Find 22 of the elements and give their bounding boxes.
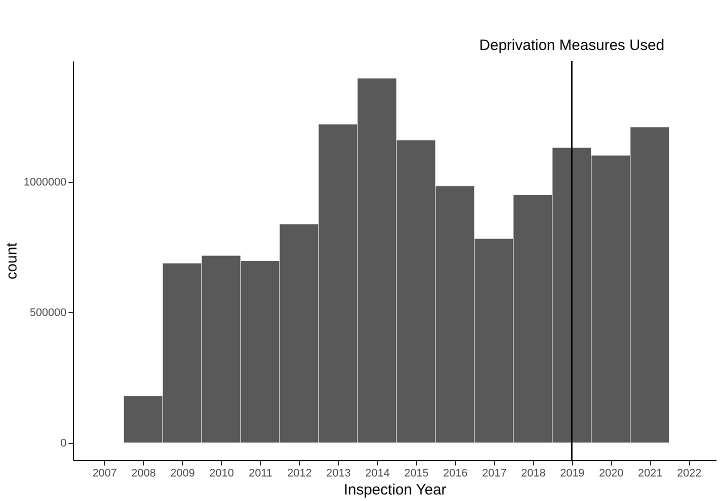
x-tick-label: 2008 xyxy=(131,468,156,480)
ref-line-label: Deprivation Measures Used xyxy=(479,37,664,54)
x-tick-label: 2014 xyxy=(365,468,390,480)
x-tick-label: 2012 xyxy=(287,468,312,480)
x-tick-label: 2017 xyxy=(482,468,507,480)
x-tick-label: 2016 xyxy=(443,468,468,480)
x-tick-label: 2010 xyxy=(209,468,234,480)
y-tick-label: 500000 xyxy=(30,306,66,319)
x-tick-label: 2021 xyxy=(638,468,662,480)
x-tick-label: 2019 xyxy=(560,468,585,480)
x-axis-title: Inspection Year xyxy=(344,482,446,498)
y-tick-label: 1000000 xyxy=(24,176,66,189)
x-tick-label: 2009 xyxy=(170,468,195,480)
x-tick-label: 2013 xyxy=(326,468,351,480)
x-tick-label: 2022 xyxy=(676,468,702,480)
x-tick-label: 2015 xyxy=(404,468,429,480)
x-tick-label: 2007 xyxy=(92,468,117,480)
x-tick-label: 2020 xyxy=(599,468,624,480)
x-tick-label: 2011 xyxy=(248,468,272,480)
y-tick-label: 0 xyxy=(60,437,66,450)
y-axis-title: count xyxy=(4,242,21,280)
x-tick-label: 2018 xyxy=(521,468,546,480)
